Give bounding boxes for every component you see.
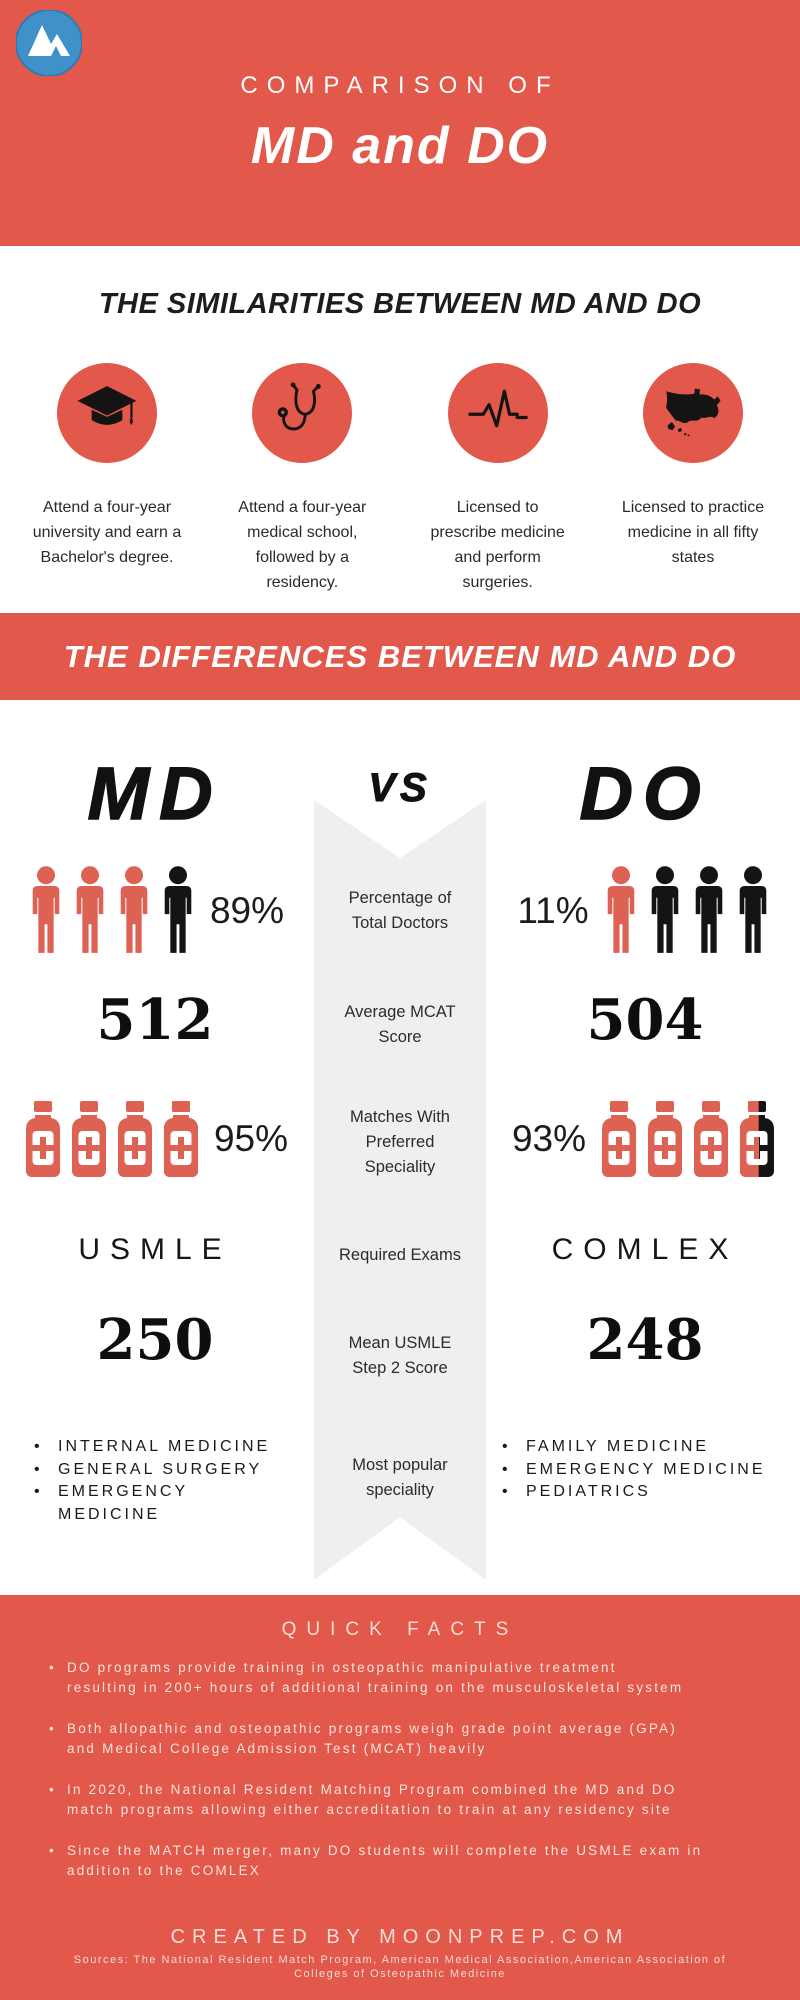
md-match-row: 95% xyxy=(0,1100,310,1178)
do-doctors-row: 11% xyxy=(490,865,800,957)
do-match-row: 93% xyxy=(490,1100,800,1178)
similarity-text: Licensed to prescribe medicine and perfo… xyxy=(430,499,565,591)
usa-map-icon xyxy=(661,381,725,445)
differences-banner: THE DIFFERENCES BETWEEN MD AND DO xyxy=(0,613,800,700)
similarity-text: Attend a four-year medical school, follo… xyxy=(238,499,367,591)
quick-fact-item: In 2020, the National Resident Matching … xyxy=(47,1780,753,1820)
list-item: EMERGENCY MEDICINE xyxy=(498,1459,798,1482)
do-mcat-row: 504 xyxy=(490,987,800,1053)
quick-fact-item: DO programs provide training in osteopat… xyxy=(47,1658,753,1698)
similarities-row: Attend a four-year university and earn a… xyxy=(0,363,800,611)
quick-facts-section: QUICK FACTS DO programs provide training… xyxy=(0,1595,800,2000)
do-column-title: DO xyxy=(579,751,711,836)
quick-fact-item: Both allopathic and osteopathic programs… xyxy=(47,1719,753,1759)
md-mcat-row: 512 xyxy=(0,987,310,1053)
medicine-bottle-icon xyxy=(160,1101,202,1177)
person-icon xyxy=(26,866,66,956)
similarity-text: Licensed to practice medicine in all fif… xyxy=(621,499,765,566)
row-label: Required Exams xyxy=(339,1246,461,1264)
do-exam-row: COMLEX xyxy=(490,1228,800,1272)
person-icon xyxy=(601,866,641,956)
medicine-bottle-icon xyxy=(68,1101,110,1177)
row-label: Percentage of Total Doctors xyxy=(348,889,452,932)
do-step2-score: 248 xyxy=(586,1307,704,1373)
md-doctors-row: 89% xyxy=(0,865,310,957)
quick-facts-title: QUICK FACTS xyxy=(281,1619,519,1640)
do-people-pictograph xyxy=(601,866,773,956)
list-item: PEDIATRICS xyxy=(498,1481,798,1504)
header-title: MD and DO xyxy=(250,117,550,175)
do-bottles-pictograph xyxy=(598,1101,778,1177)
medicine-bottle-icon xyxy=(114,1101,156,1177)
row-label: Matches With Preferred Speciality xyxy=(350,1108,450,1176)
do-mcat-score: 504 xyxy=(586,987,704,1053)
person-icon xyxy=(70,866,110,956)
list-item: GENERAL SURGERY xyxy=(30,1459,280,1482)
medicine-bottle-icon xyxy=(598,1101,640,1177)
medicine-bottle-icon xyxy=(22,1101,64,1177)
quick-facts-list: DO programs provide training in osteopat… xyxy=(47,1658,753,1881)
similarity-item: Attend a four-year university and earn a… xyxy=(12,363,202,611)
person-icon xyxy=(733,866,773,956)
similarity-item: Attend a four-year medical school, follo… xyxy=(207,363,397,611)
md-mcat-score: 512 xyxy=(96,987,214,1053)
person-icon xyxy=(689,866,729,956)
heartbeat-icon xyxy=(466,381,530,445)
list-item: FAMILY MEDICINE xyxy=(498,1436,798,1459)
person-icon xyxy=(158,866,198,956)
md-bottles-pictograph xyxy=(22,1101,202,1177)
similarity-icon-circle xyxy=(252,363,353,463)
row-label: Mean USMLE Step 2 Score xyxy=(348,1334,452,1377)
similarity-icon-circle xyxy=(57,363,157,463)
row-label: Most popular speciality xyxy=(352,1456,448,1499)
list-item: EMERGENCY MEDICINE xyxy=(30,1481,280,1526)
header-section: COMPARISON OF MD and DO xyxy=(0,0,800,246)
similarity-item: Licensed to prescribe medicine and perfo… xyxy=(403,363,593,611)
similarity-icon-circle xyxy=(642,363,743,463)
do-match-percent: 93% xyxy=(511,1118,587,1159)
quick-fact-item: Since the MATCH merger, many DO students… xyxy=(47,1841,753,1881)
md-step2-score: 250 xyxy=(96,1307,214,1373)
differences-banner-title: THE DIFFERENCES BETWEEN MD AND DO xyxy=(63,638,737,674)
similarity-item: Licensed to practice medicine in all fif… xyxy=(598,363,788,611)
row-label: Average MCAT Score xyxy=(344,1003,456,1046)
md-specialties-list: INTERNAL MEDICINE GENERAL SURGERY EMERGE… xyxy=(30,1436,280,1526)
medicine-bottle-icon xyxy=(690,1101,732,1177)
moonprep-logo xyxy=(16,10,82,76)
similarities-title: THE SIMILARITIES BETWEEN MD AND DO xyxy=(98,288,702,320)
footer-sources: Sources: The National Resident Match Pro… xyxy=(73,1954,727,1980)
similarity-text: Attend a four-year university and earn a… xyxy=(32,499,182,566)
graduation-cap-icon xyxy=(75,381,139,445)
similarities-section: THE SIMILARITIES BETWEEN MD AND DO Atten… xyxy=(0,246,800,613)
md-doctors-percent: 89% xyxy=(209,890,285,931)
stethoscope-icon xyxy=(270,381,334,445)
do-doctors-percent: 11% xyxy=(517,890,589,931)
header-kicker: COMPARISON OF xyxy=(240,72,560,99)
medicine-bottle-icon xyxy=(644,1101,686,1177)
person-icon xyxy=(645,866,685,956)
person-icon xyxy=(114,866,154,956)
md-people-pictograph xyxy=(26,866,198,956)
medicine-bottle-icon xyxy=(736,1101,778,1177)
similarity-icon-circle xyxy=(447,363,548,463)
do-exam: COMLEX xyxy=(551,1233,739,1266)
md-match-percent: 95% xyxy=(213,1118,289,1159)
comparison-section: MD VS DO 89% Percentage of Total Doctors… xyxy=(0,700,800,1595)
md-exam-row: USMLE xyxy=(0,1228,310,1272)
footer-created: CREATED BY MOONPREP.COM xyxy=(170,1926,630,1948)
vs-label: VS xyxy=(368,766,432,811)
md-column-title: MD xyxy=(87,751,223,836)
md-step2-row: 250 xyxy=(0,1307,310,1373)
center-ribbon xyxy=(314,800,486,1580)
list-item: INTERNAL MEDICINE xyxy=(30,1436,280,1459)
md-exam: USMLE xyxy=(78,1233,232,1266)
do-step2-row: 248 xyxy=(490,1307,800,1373)
do-specialties-list: FAMILY MEDICINE EMERGENCY MEDICINE PEDIA… xyxy=(498,1436,798,1504)
